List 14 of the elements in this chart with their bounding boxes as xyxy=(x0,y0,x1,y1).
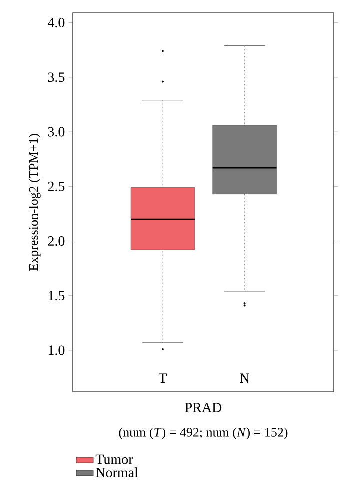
y-axis-title: Expression-log2 (TPM+1) xyxy=(29,134,41,271)
x-tick-label: N xyxy=(240,374,250,383)
legend-label: Tumor xyxy=(96,454,134,464)
y-tick-label: 3.5 xyxy=(48,72,65,82)
y-tick-label: 2.5 xyxy=(48,182,65,192)
y-tick-label: 3.0 xyxy=(48,127,65,137)
legend-label: Normal xyxy=(96,468,138,478)
text: (num (T) = 492; num (N) = 152) xyxy=(119,428,288,440)
y-tick-label: 2.0 xyxy=(48,236,65,246)
y-tick-label: 1.0 xyxy=(48,346,65,356)
y-tick-label: 4.0 xyxy=(48,18,65,28)
x-axis-title: PRAD xyxy=(185,403,222,412)
y-tick-label: 1.5 xyxy=(48,291,65,301)
x-tick-label: T xyxy=(158,374,168,383)
